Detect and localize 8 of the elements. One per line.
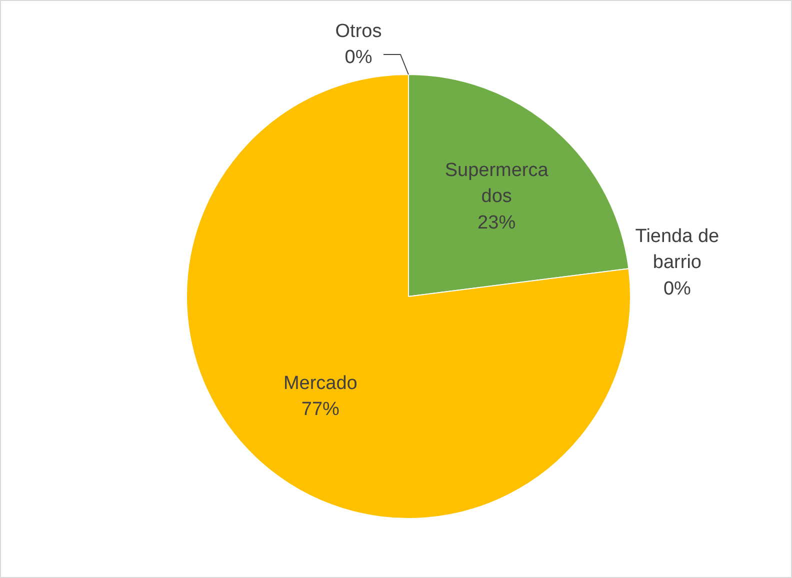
text: 0%	[663, 278, 691, 300]
slice-label: Supermercados	[444, 160, 549, 208]
data-label: 23%	[478, 212, 516, 234]
text: 0%	[344, 47, 372, 68]
slice-label: Mercado	[283, 372, 358, 394]
category-label: Otros	[335, 20, 382, 42]
category-label: Tienda de barrio	[635, 226, 720, 274]
data-label: 77%	[301, 399, 340, 420]
